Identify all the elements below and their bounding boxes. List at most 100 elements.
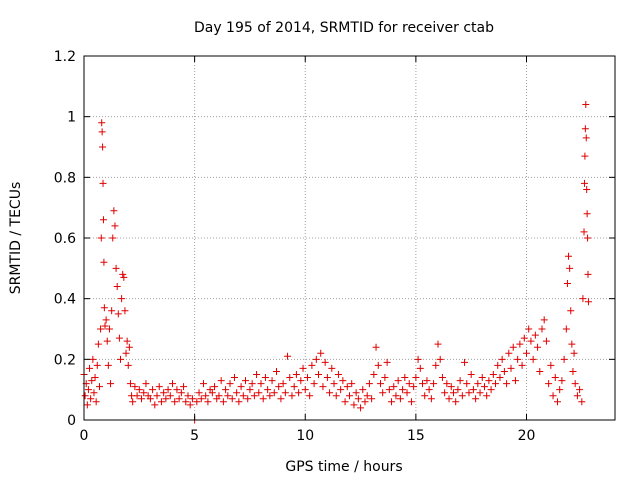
data-point [180, 383, 188, 391]
data-point [111, 222, 119, 230]
data-point [169, 380, 176, 388]
y-axis-label: SRMTID / TECUs [8, 182, 24, 295]
data-point [421, 392, 429, 400]
data-point [562, 325, 570, 333]
data-point [93, 361, 101, 369]
data-point [321, 358, 329, 366]
data-point [332, 392, 340, 400]
x-axis-label: GPS time / hours [285, 459, 402, 475]
data-point [118, 295, 126, 303]
data-point [135, 386, 143, 394]
data-point [542, 337, 550, 345]
data-point [301, 386, 309, 394]
data-point [237, 383, 245, 391]
data-point [449, 389, 457, 397]
data-point [248, 380, 256, 388]
data-point [133, 392, 141, 400]
data-point [334, 371, 342, 378]
data-point [199, 380, 207, 388]
data-point [405, 380, 413, 388]
data-point [81, 392, 89, 400]
data-point [392, 392, 400, 400]
data-point [175, 395, 183, 403]
data-point [101, 322, 109, 330]
data-point [416, 364, 424, 372]
data-point [242, 377, 250, 385]
data-point [569, 367, 577, 375]
plot-frame [83, 55, 616, 421]
data-point [385, 386, 393, 394]
data-point [436, 355, 444, 363]
y-tick-label: 0.2 [54, 352, 76, 368]
data-point [509, 343, 517, 351]
data-point [443, 380, 451, 388]
data-point [120, 273, 128, 281]
data-point [423, 377, 431, 385]
data-point [114, 310, 122, 318]
data-point [171, 398, 179, 406]
data-point [326, 389, 334, 397]
data-point [230, 374, 238, 382]
data-point [452, 398, 460, 406]
data-point [323, 374, 331, 382]
data-point [126, 380, 134, 388]
data-point [275, 383, 283, 391]
data-point [330, 380, 338, 388]
data-point [582, 101, 590, 109]
data-point [217, 377, 225, 385]
data-point [257, 380, 265, 388]
data-point [381, 374, 389, 382]
data-point [525, 325, 533, 333]
data-point [583, 185, 591, 193]
data-point [233, 389, 241, 397]
axis-ticks: 0 0.2 0.4 0.6 0.8 1 1.2 0 5 10 15 20 [54, 49, 615, 444]
data-point [563, 280, 571, 287]
data-point [359, 386, 367, 394]
data-point [92, 398, 100, 406]
y-tick-label: 1 [67, 110, 76, 126]
data-point [235, 398, 243, 406]
data-point [173, 386, 181, 394]
data-point [107, 380, 115, 388]
data-point [264, 386, 272, 394]
data-point [434, 340, 442, 348]
data-point [581, 125, 589, 133]
data-point [370, 371, 378, 378]
data-point [456, 377, 464, 385]
data-point [125, 343, 133, 351]
data-point [87, 395, 95, 403]
data-point [157, 398, 165, 406]
data-point [516, 340, 524, 348]
data-point [208, 389, 216, 397]
data-point [272, 367, 280, 375]
data-point [419, 380, 427, 388]
data-point [489, 371, 497, 378]
data-point [122, 349, 130, 357]
data-point [496, 374, 504, 382]
data-point [186, 401, 194, 409]
data-point [441, 389, 449, 397]
data-point [447, 383, 455, 391]
data-point [292, 371, 300, 378]
data-point [432, 361, 440, 369]
data-point [472, 395, 480, 403]
data-point [343, 383, 351, 391]
data-point [166, 392, 174, 400]
data-point [547, 361, 555, 369]
data-point [540, 316, 548, 324]
data-point [505, 349, 513, 357]
data-point [105, 325, 113, 333]
data-point [197, 395, 205, 403]
data-point [580, 228, 588, 236]
data-point [553, 398, 561, 406]
data-point [222, 386, 230, 394]
data-point [281, 389, 289, 397]
data-point [259, 395, 267, 403]
data-point [445, 395, 453, 403]
data-point [99, 216, 107, 224]
data-point [100, 258, 108, 266]
data-point [578, 398, 586, 406]
data-point [390, 383, 398, 391]
data-point [328, 364, 336, 372]
data-point [401, 374, 409, 382]
